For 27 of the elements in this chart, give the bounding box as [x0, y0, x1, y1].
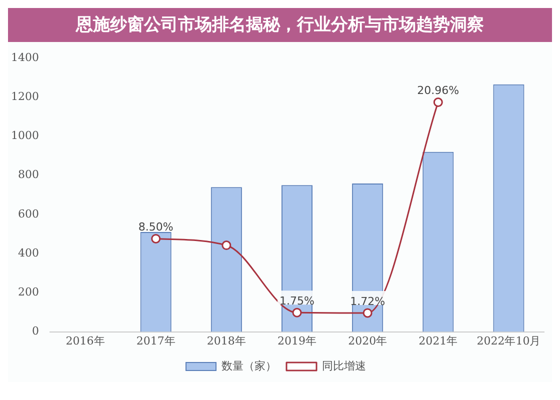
y-tick-label: 1000: [10, 129, 39, 142]
point: [433, 97, 443, 107]
point: [362, 308, 372, 318]
x-tick-label: 2017年: [136, 334, 176, 348]
point: [292, 308, 302, 318]
chart-title: 恩施纱窗公司市场排名揭秘，行业分析与市场趋势洞察: [8, 8, 552, 42]
x-tick-label: 2021年: [418, 334, 458, 348]
y-tick-label: 800: [18, 168, 39, 182]
x-tick-label: 2019年: [277, 334, 316, 348]
point: [222, 240, 232, 250]
data-label: 8.50%: [138, 220, 174, 234]
data-label: 20.96%: [417, 84, 460, 98]
y-tick-label: 200: [18, 286, 39, 299]
legend-label: 同比增速: [322, 359, 366, 372]
data-label: 1.72%: [350, 294, 386, 308]
y-tick-label: 400: [18, 246, 39, 260]
x-tick-label: 2022年10月: [476, 334, 541, 348]
x-tick-label: 2018年: [206, 334, 246, 348]
y-tick-label: 1400: [10, 50, 39, 64]
y-tick-label: 1200: [10, 90, 39, 103]
y-tick-label: 600: [18, 207, 39, 220]
x-tick-label: 2016年: [66, 334, 105, 348]
y-tick-label: 0: [32, 324, 39, 338]
data-label: 1.75%: [280, 294, 314, 308]
x-tick-label: 2020年: [348, 334, 388, 348]
legend-label: 数量（家）: [222, 359, 276, 372]
point: [151, 234, 161, 244]
